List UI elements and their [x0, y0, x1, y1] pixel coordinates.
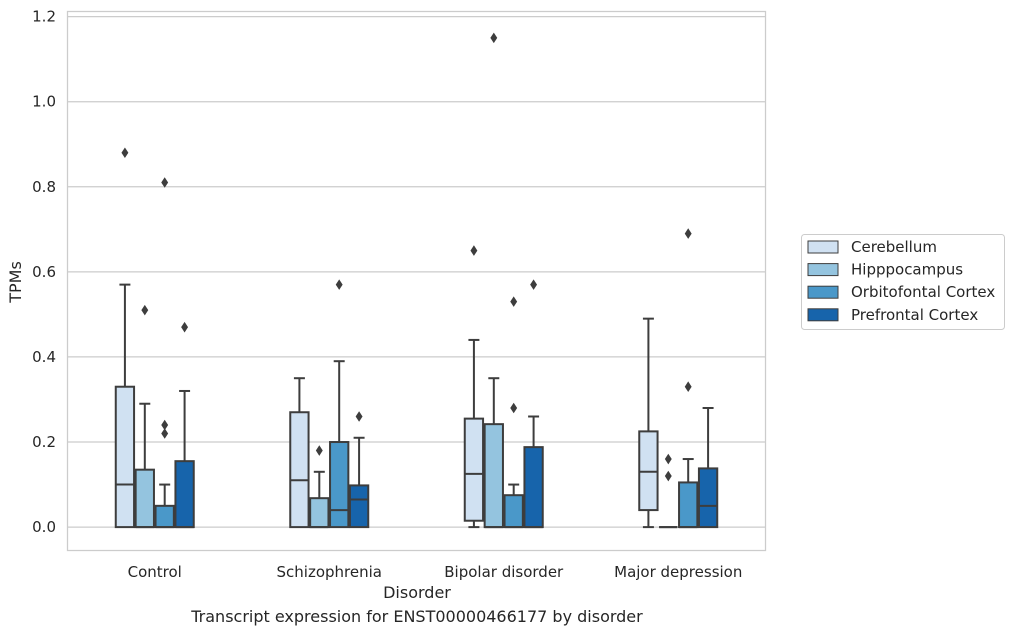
box-cerebellum — [289, 377, 310, 529]
box-iqr — [174, 460, 195, 529]
y-tick-label: 1.0 — [32, 93, 56, 111]
legend-swatch — [807, 263, 839, 277]
legend-swatch — [807, 308, 839, 322]
outlier-point — [141, 304, 149, 316]
box-cerebellum — [114, 147, 136, 529]
box-prefrontal-cortex — [174, 321, 195, 529]
box-iqr — [134, 468, 155, 529]
legend-label: Orbitofontal Cortex — [851, 283, 995, 301]
box-orbitofontal-cortex — [154, 177, 175, 529]
outlier-point — [315, 445, 323, 456]
outlier-point — [530, 279, 538, 290]
outlier-point — [664, 470, 672, 482]
box-hipppocampus — [659, 453, 678, 529]
outlier-point — [161, 419, 169, 431]
box-orbitofontal-cortex — [503, 296, 524, 529]
box-cerebellum — [638, 317, 659, 529]
outlier-point — [161, 428, 169, 439]
outlier-point — [470, 245, 478, 256]
outlier-point — [664, 453, 672, 465]
box-prefrontal-cortex — [348, 411, 370, 529]
outlier-point — [490, 32, 498, 44]
x-tick-labels: Control Schizophrenia Bipolar disorder Majo… — [128, 563, 743, 581]
y-tick-label: 0.2 — [32, 433, 56, 451]
box-orbitofontal-cortex — [329, 279, 350, 529]
legend-frame — [801, 234, 1005, 330]
outlier-point — [121, 147, 129, 159]
box-iqr — [678, 481, 699, 529]
outlier-point — [161, 177, 169, 188]
x-axis-label: Disorder — [383, 583, 451, 602]
legend: Cerebellum Hipppocampus Orbitofontal Corte… — [801, 234, 1005, 330]
outlier-point — [355, 411, 363, 422]
box-iqr — [348, 484, 370, 529]
box-orbitofontal-cortex — [678, 228, 699, 529]
box-cerebellum — [463, 245, 485, 529]
y-gridlines — [67, 15, 766, 528]
y-tick-label: 0.0 — [32, 518, 56, 536]
plot-frame — [66, 10, 767, 552]
x-tick-label: Schizophrenia — [277, 563, 382, 581]
y-axis-label: TPMs — [6, 261, 25, 304]
box-iqr — [697, 467, 719, 529]
y-tick-label: 0.6 — [32, 263, 56, 281]
box-hipppocampus — [134, 304, 155, 529]
outlier-point — [335, 279, 343, 290]
outlier-point — [181, 321, 189, 333]
y-tick-label: 1.2 — [32, 8, 56, 26]
outlier-point — [510, 296, 518, 307]
y-tick-label: 0.8 — [32, 178, 56, 196]
box-iqr — [638, 430, 659, 512]
box-iqr — [329, 441, 350, 529]
box-prefrontal-cortex — [697, 406, 719, 529]
box-hipppocampus — [309, 445, 330, 529]
legend-label: Hipppocampus — [851, 261, 963, 279]
box-hipppocampus — [483, 32, 504, 529]
outlier-point — [684, 381, 692, 393]
x-tick-label: Major depression — [614, 563, 742, 581]
legend-swatch — [807, 240, 839, 254]
box-iqr — [463, 417, 485, 522]
legend-label: Prefrontal Cortex — [851, 306, 978, 324]
x-tick-label: Bipolar disorder — [444, 563, 564, 581]
outlier-point — [684, 228, 692, 239]
box-iqr — [154, 504, 175, 529]
legend-swatch — [807, 285, 839, 299]
box-iqr — [523, 446, 544, 529]
legend-label: Cerebellum — [851, 238, 937, 256]
box-prefrontal-cortex — [523, 279, 544, 529]
box-iqr — [114, 385, 136, 529]
box-iqr — [503, 494, 524, 529]
box-iqr — [483, 423, 504, 529]
box-iqr — [289, 411, 310, 529]
x-tick-label: Control — [128, 563, 182, 581]
y-tick-labels: 0.0 0.2 0.4 0.6 0.8 1.0 1.2 — [32, 8, 56, 536]
outlier-point — [510, 402, 518, 414]
box-iqr — [309, 497, 330, 529]
y-tick-label: 0.4 — [32, 348, 56, 366]
box-series — [114, 32, 719, 529]
figure-caption: Transcript expression for ENST0000046617… — [191, 607, 643, 626]
